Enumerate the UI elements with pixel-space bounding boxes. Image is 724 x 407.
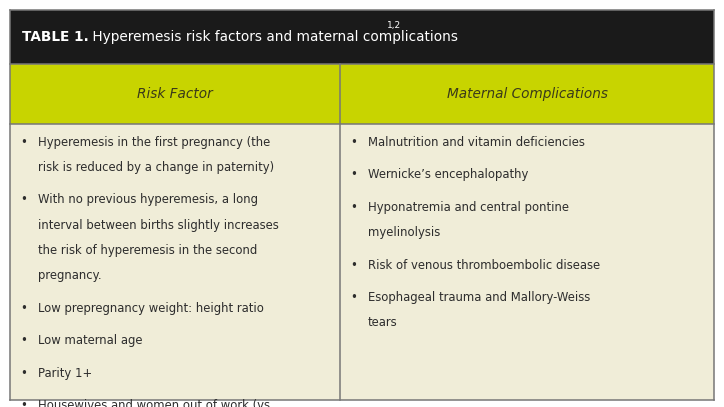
Text: TABLE 1.: TABLE 1. bbox=[22, 30, 88, 44]
Bar bbox=[10, 10, 714, 64]
Text: •: • bbox=[350, 168, 357, 181]
Text: Housewives and women out of work (vs.: Housewives and women out of work (vs. bbox=[38, 399, 274, 407]
Text: •: • bbox=[350, 201, 357, 214]
Text: With no previous hyperemesis, a long: With no previous hyperemesis, a long bbox=[38, 193, 258, 206]
Text: 1,2: 1,2 bbox=[387, 21, 402, 30]
Text: Parity 1+: Parity 1+ bbox=[38, 367, 92, 380]
Text: •: • bbox=[20, 334, 27, 347]
Text: •: • bbox=[20, 367, 27, 380]
Text: •: • bbox=[20, 193, 27, 206]
Text: pregnancy.: pregnancy. bbox=[38, 269, 101, 282]
Bar bbox=[10, 124, 714, 400]
Text: •: • bbox=[20, 399, 27, 407]
Text: Hyponatremia and central pontine: Hyponatremia and central pontine bbox=[368, 201, 568, 214]
Text: Malnutrition and vitamin deficiencies: Malnutrition and vitamin deficiencies bbox=[368, 136, 584, 149]
Text: Wernicke’s encephalopathy: Wernicke’s encephalopathy bbox=[368, 168, 528, 181]
Text: •: • bbox=[350, 291, 357, 304]
Text: •: • bbox=[350, 258, 357, 271]
Text: tears: tears bbox=[368, 316, 397, 329]
Text: risk is reduced by a change in paternity): risk is reduced by a change in paternity… bbox=[38, 161, 274, 174]
Text: Risk of venous thromboembolic disease: Risk of venous thromboembolic disease bbox=[368, 258, 599, 271]
Text: Maternal Complications: Maternal Complications bbox=[447, 87, 607, 101]
Text: Hyperemesis risk factors and maternal complications: Hyperemesis risk factors and maternal co… bbox=[88, 30, 458, 44]
Text: •: • bbox=[350, 136, 357, 149]
Text: Low prepregnancy weight: height ratio: Low prepregnancy weight: height ratio bbox=[38, 302, 264, 315]
Text: the risk of hyperemesis in the second: the risk of hyperemesis in the second bbox=[38, 244, 257, 257]
Text: Hyperemesis in the first pregnancy (the: Hyperemesis in the first pregnancy (the bbox=[38, 136, 270, 149]
Text: •: • bbox=[20, 136, 27, 149]
Text: Esophageal trauma and Mallory-Weiss: Esophageal trauma and Mallory-Weiss bbox=[368, 291, 590, 304]
Text: Low maternal age: Low maternal age bbox=[38, 334, 142, 347]
Text: •: • bbox=[20, 302, 27, 315]
Text: myelinolysis: myelinolysis bbox=[368, 226, 440, 239]
Text: Risk Factor: Risk Factor bbox=[138, 87, 213, 101]
Text: interval between births slightly increases: interval between births slightly increas… bbox=[38, 219, 279, 232]
Bar bbox=[10, 64, 714, 124]
